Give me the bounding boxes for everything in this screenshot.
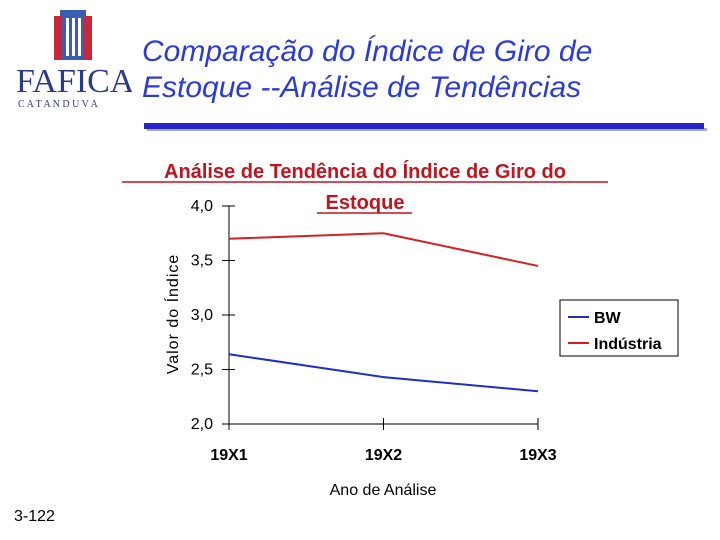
title-rule-shadow (147, 128, 707, 131)
legend-box (559, 299, 679, 357)
legend: BW Indústria (559, 299, 679, 357)
x-axis-label: Ano de Análise (330, 482, 437, 499)
y-tick-label: 3,0 (191, 307, 213, 324)
slide-title-line2: Estoque --Análise de Tendências (142, 71, 582, 104)
y-axis-label: Valor do Índice (163, 254, 182, 375)
page-number: 3-122 (14, 508, 55, 525)
slide-title-line1: Comparação do Índice de Giro de (142, 35, 593, 68)
y-tick-label: 3,5 (191, 253, 213, 270)
legend-label: BW (594, 310, 622, 327)
slide-title: Comparação do Índice de Giro de Estoque … (142, 34, 702, 106)
chart-title-line2: Estoque (326, 192, 405, 214)
x-tick-label: 19X3 (519, 447, 556, 464)
series-line-indústria (228, 232, 539, 267)
building-icon (54, 10, 92, 60)
legend-label: Indústria (594, 336, 662, 353)
fafica-logo: FAFICA C A T A N D U V A (14, 10, 132, 110)
y-tick-label: 2,0 (191, 416, 213, 433)
logo-text: FAFICA (16, 63, 132, 100)
x-tick-label: 19X2 (365, 447, 402, 464)
y-tick-label: 2,5 (191, 362, 213, 379)
series-line-bw (228, 353, 539, 393)
title-rule (144, 123, 704, 129)
logo-subtext: C A T A N D U V A (18, 99, 99, 110)
x-tick-label: 19X1 (210, 447, 247, 464)
chart-title-line1: Análise de Tendência do Índice de Giro d… (164, 160, 566, 183)
y-tick-label: 4,0 (191, 198, 213, 215)
